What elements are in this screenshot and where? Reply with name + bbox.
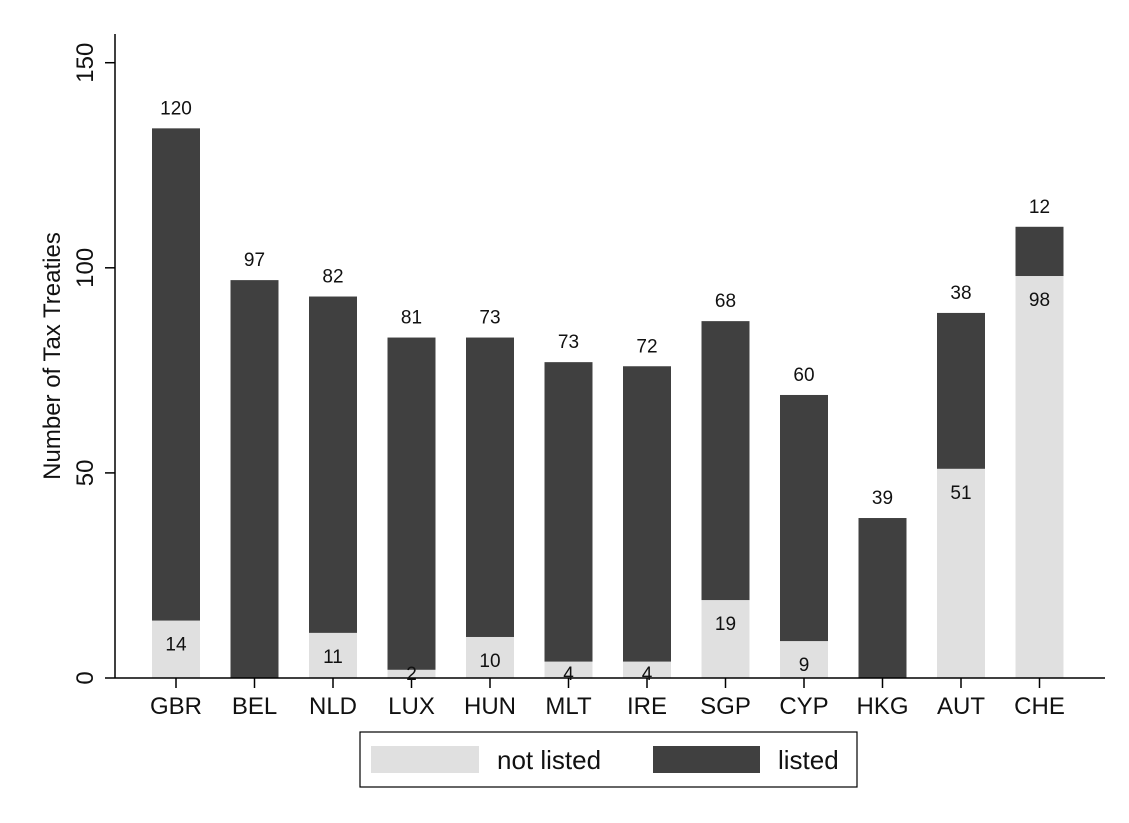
bar-che-listed xyxy=(1015,226,1064,277)
bar-ire-not-listed xyxy=(623,661,671,678)
bar-cyp-listed xyxy=(780,394,828,642)
bar-hun-not-listed xyxy=(466,636,514,678)
legend-label-not-listed: not listed xyxy=(497,745,601,775)
bar-aut-listed xyxy=(937,312,985,469)
data-label-cyp-listed: 60 xyxy=(793,365,814,386)
legend-swatch-listed xyxy=(653,746,760,773)
bar-mlt-not-listed xyxy=(544,661,593,678)
x-tick-label-cyp: CYP xyxy=(779,693,828,720)
bar-ire-listed xyxy=(623,366,671,662)
bar-che-not-listed xyxy=(1015,276,1064,678)
bar-lux-listed xyxy=(387,337,436,670)
y-tick-label: 0 xyxy=(72,671,99,684)
x-tick-label-mlt: MLT xyxy=(545,693,592,720)
y-axis-title: Number of Tax Treaties xyxy=(39,232,66,480)
y-tick-label: 100 xyxy=(72,248,99,288)
legend: not listed listed xyxy=(359,731,858,788)
bar-lux-not-listed xyxy=(387,669,436,678)
y-tick-label: 150 xyxy=(72,43,99,83)
data-label-aut-listed: 38 xyxy=(950,283,971,304)
legend-swatch-not-listed xyxy=(371,746,479,773)
bar-hun-listed xyxy=(466,337,514,637)
data-label-lux-listed: 81 xyxy=(401,308,422,329)
data-label-che-listed: 12 xyxy=(1029,197,1050,218)
data-label-hun-listed: 73 xyxy=(479,308,500,329)
data-label-nld-not-listed: 11 xyxy=(323,647,343,668)
bar-nld-listed xyxy=(309,296,357,633)
data-label-cyp-not-listed: 9 xyxy=(799,655,810,676)
data-label-nld-listed: 82 xyxy=(322,267,343,288)
x-tick-label-lux: LUX xyxy=(388,693,435,720)
data-label-hkg-listed: 39 xyxy=(872,488,893,509)
bars xyxy=(152,128,1064,678)
x-tick-label-gbr: GBR xyxy=(150,693,202,720)
x-tick-label-hkg: HKG xyxy=(856,693,908,720)
x-tick-label-ire: IRE xyxy=(627,693,667,720)
data-label-bel-listed: 97 xyxy=(244,250,265,271)
bar-nld-not-listed xyxy=(309,632,357,678)
x-tick-label-bel: BEL xyxy=(232,693,277,720)
data-label-mlt-not-listed: 4 xyxy=(563,664,574,685)
data-label-ire-not-listed: 4 xyxy=(642,664,653,685)
data-label-aut-not-listed: 51 xyxy=(950,483,971,504)
bar-gbr-listed xyxy=(152,128,200,621)
x-tick-label-hun: HUN xyxy=(464,693,516,720)
bar-cyp-not-listed xyxy=(780,641,828,678)
data-label-ire-listed: 72 xyxy=(636,336,657,357)
y-ticks: 0 50 100 150 xyxy=(72,43,115,685)
data-label-gbr-listed: 120 xyxy=(160,98,192,119)
data-label-che-not-listed: 98 xyxy=(1029,290,1050,311)
bar-sgp-not-listed xyxy=(701,600,750,678)
bar-sgp-listed xyxy=(701,321,750,601)
x-tick-label-nld: NLD xyxy=(309,693,357,720)
legend-label-listed: listed xyxy=(778,745,839,775)
y-tick-label: 50 xyxy=(72,460,99,487)
data-label-lux-not-listed: 2 xyxy=(406,664,417,685)
data-label-mlt-listed: 73 xyxy=(558,332,579,353)
bar-mlt-listed xyxy=(544,362,593,662)
axes xyxy=(114,34,1105,679)
bar-bel-listed xyxy=(230,280,279,678)
data-label-sgp-not-listed: 19 xyxy=(715,614,736,635)
data-label-gbr-not-listed: 14 xyxy=(165,635,187,656)
x-tick-label-aut: AUT xyxy=(937,693,985,720)
x-tick-label-sgp: SGP xyxy=(700,693,751,720)
data-label-sgp-listed: 68 xyxy=(715,291,736,312)
bar-hkg-listed xyxy=(858,518,907,678)
x-tick-label-che: CHE xyxy=(1014,693,1065,720)
bar-aut-not-listed xyxy=(937,468,985,678)
bar-gbr-not-listed xyxy=(152,620,200,678)
x-tick-labels: GBR BEL NLD LUX HUN MLT IRE SGP CYP HKG AUT CHE xyxy=(150,678,1065,720)
data-labels: 14 120 97 11 82 2 81 10 73 4 73 4 72 19 68 9 60 39 51 38 98 1… xyxy=(160,98,1050,685)
data-label-hun-not-listed: 10 xyxy=(479,651,500,672)
